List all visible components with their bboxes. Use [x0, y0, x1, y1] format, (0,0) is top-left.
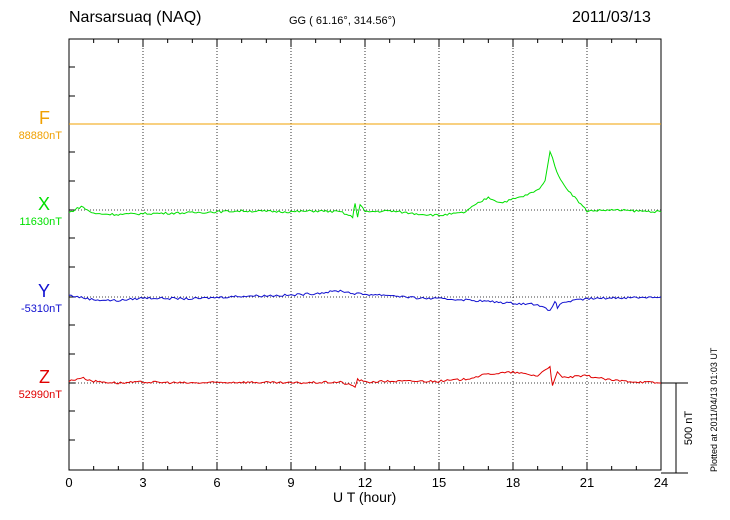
series-x-name: X: [37, 194, 50, 214]
x-tick-label: 0: [65, 475, 72, 490]
x-tick-label: 21: [580, 475, 594, 490]
x-tick-label: 6: [213, 475, 220, 490]
station-title: Narsarsuaq (NAQ): [69, 9, 202, 26]
date-label: 2011/03/13: [572, 9, 651, 26]
series-x-line: [68, 149, 662, 219]
series-f-baseline-label: 88880nT: [18, 130, 62, 142]
x-tick-label: 18: [506, 475, 520, 490]
coordinates-label: GG ( 61.16°, 314.56°): [289, 15, 396, 27]
x-tick-label: 9: [287, 475, 294, 490]
series-z-line: [68, 365, 661, 388]
x-axis-label: U T (hour): [333, 489, 397, 505]
x-tick-label: 12: [358, 475, 372, 490]
series-f-name: F: [39, 108, 50, 128]
series-y-line: [68, 289, 662, 311]
scale-bar-label: 500 nT: [683, 411, 695, 446]
series-z-name: Z: [39, 367, 50, 387]
series-y-baseline-label: -5310nT: [21, 303, 62, 315]
x-tick-label: 3: [139, 475, 146, 490]
x-tick-label: 24: [654, 475, 668, 490]
x-tick-label: 15: [432, 475, 446, 490]
series-z-baseline-label: 52990nT: [18, 389, 62, 401]
series-x-baseline-label: 11630nT: [19, 216, 62, 228]
series-y-name: Y: [37, 281, 50, 301]
